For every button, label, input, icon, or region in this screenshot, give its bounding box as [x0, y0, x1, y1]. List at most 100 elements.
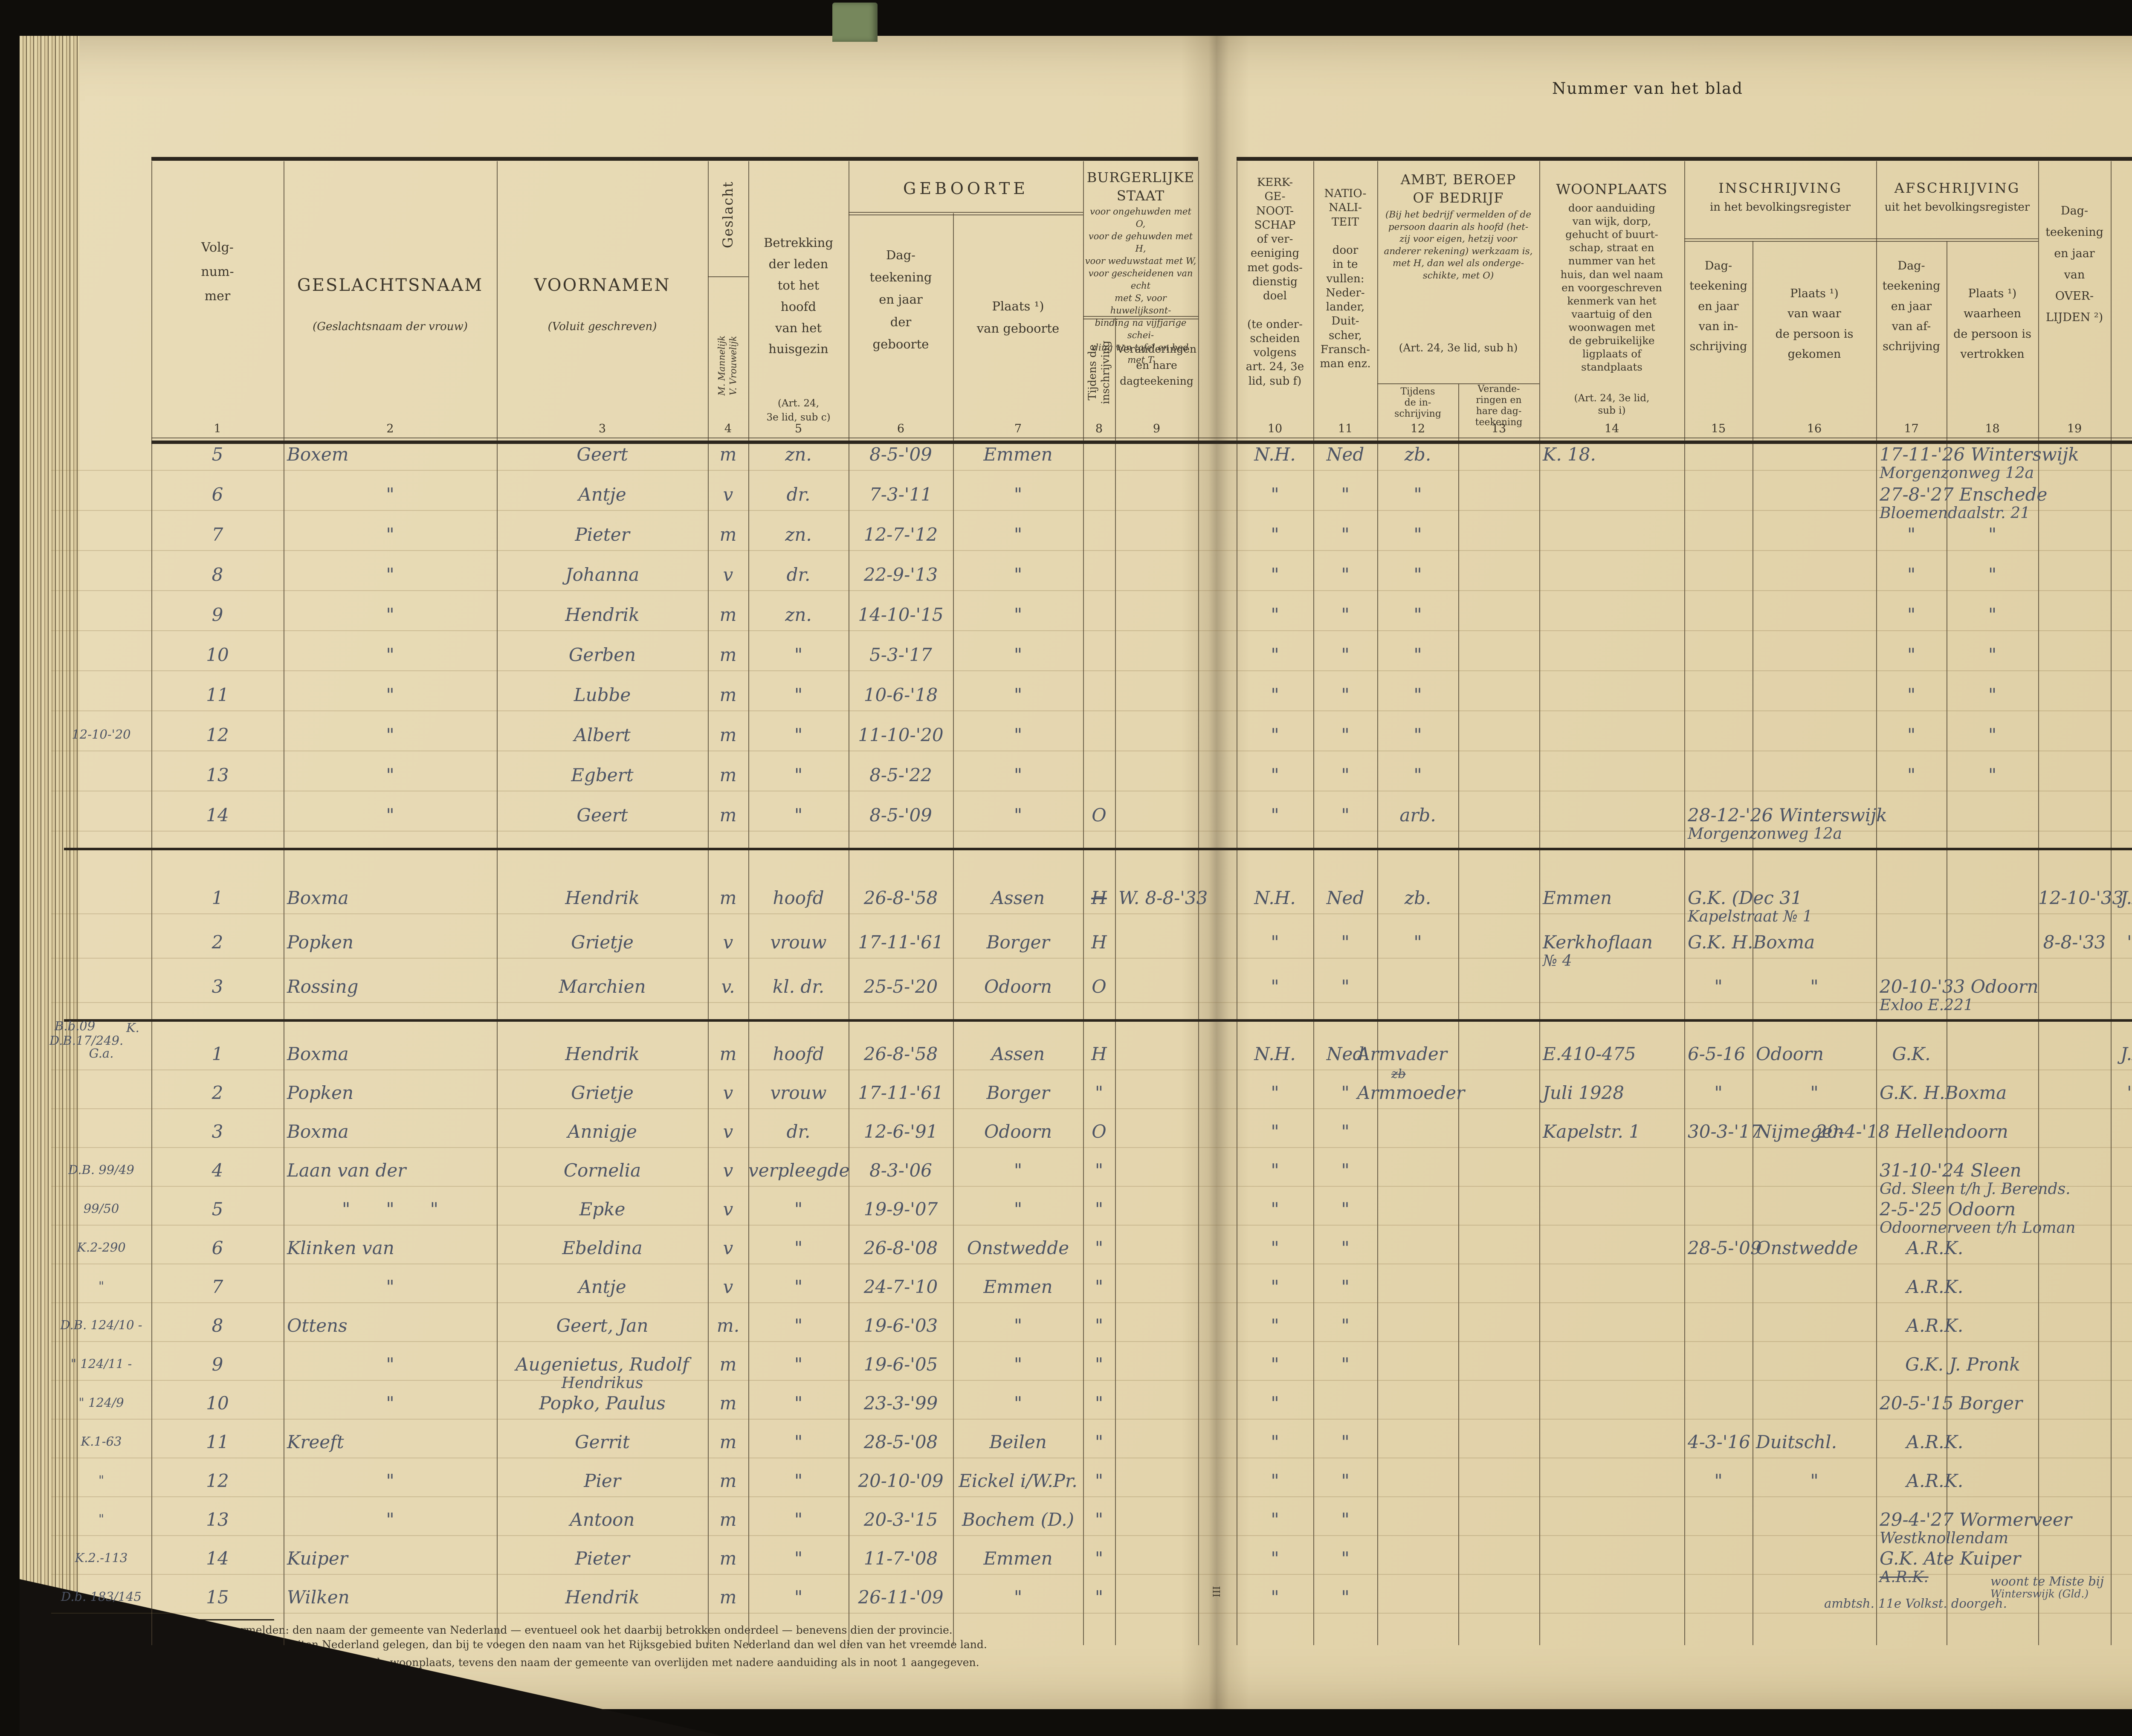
entry-text: "	[1810, 976, 1819, 997]
column-number: 13	[1491, 422, 1506, 435]
header-bottom-border	[151, 441, 2132, 444]
handwritten-cell: 31-10-'24 Sleen Gd. Sleen t/h J. Berends.	[1880, 1160, 2071, 1197]
row-guide-line	[51, 1147, 2132, 1148]
handwritten-cell: "	[284, 1471, 497, 1491]
entry-text: "	[98, 1473, 104, 1487]
handwritten-cell: "	[1876, 725, 1947, 745]
entry-text: 14-10-'15	[858, 604, 944, 625]
entry-text: A.R.K.	[1906, 1238, 1964, 1258]
handwritten-cell: 20-4-'18 Hellendoorn	[1816, 1122, 2008, 1142]
column-rule	[2038, 161, 2039, 1645]
column-rule	[1539, 161, 1540, 1645]
entry-text: "	[1271, 976, 1279, 997]
entry-text: "	[794, 1470, 803, 1491]
entry-text: 11	[206, 684, 229, 705]
handwritten-cell: m	[708, 1587, 748, 1607]
handwritten-cell: 11-7-'08	[849, 1548, 953, 1568]
entry-text: Ned	[1326, 887, 1364, 908]
handwritten-cell: Pieter	[497, 525, 708, 545]
col17-header: Dag- teekening en jaar van af- schrijvin…	[1882, 259, 1941, 353]
entry-text-line2: Odoornerveen t/h Loman	[1880, 1218, 2076, 1237]
handwritten-cell: "	[1313, 1471, 1377, 1491]
handwritten-cell: "	[2111, 1160, 2132, 1180]
entry-text: G.K.	[1892, 1043, 1931, 1064]
column-rule	[1198, 161, 1199, 1645]
entry-text: Hendrik	[565, 1043, 640, 1064]
entry-text: 17-11-'61	[858, 1082, 944, 1103]
handwritten-cell: "	[1876, 685, 1947, 705]
handwritten-cell: Eickel i/W.Pr.	[953, 1471, 1083, 1491]
entry-text: Duitschl.	[1756, 1432, 1837, 1452]
entry-text: Grietje	[571, 932, 634, 953]
entry-text: "	[386, 765, 394, 785]
row-guide-line	[51, 630, 2132, 631]
handwritten-cell: "	[953, 1199, 1083, 1219]
handwritten-cell: Wilken	[287, 1587, 350, 1607]
row-guide-line	[51, 1302, 2132, 1303]
handwritten-cell: J.N.U. Acc	[2120, 1044, 2132, 1064]
handwritten-cell: 1	[151, 888, 284, 908]
row-guide-line	[51, 1419, 2132, 1420]
header-rule	[1876, 238, 2038, 239]
handwritten-cell: 28-5-'08	[849, 1432, 953, 1452]
handwritten-cell: "	[1237, 1548, 1313, 1568]
handwritten-cell: 9	[151, 605, 284, 625]
entry-text: "	[794, 1548, 803, 1569]
entry-text: Nijmegen	[1756, 1121, 1844, 1142]
handwritten-cell: 14-10-'15	[849, 605, 953, 625]
entry-text: 10-6-'18	[863, 684, 938, 705]
handwritten-cell: Pier	[497, 1471, 708, 1491]
col2-subheader: (Geslachtsnaam der vrouw)	[313, 320, 468, 333]
entry-text: 12-10-'20	[72, 727, 131, 742]
row-guide-line	[51, 1574, 2132, 1575]
handwritten-cell: m.	[708, 1316, 748, 1336]
book-page-edges	[20, 36, 79, 1709]
entry-text: "	[1988, 725, 1997, 745]
handwritten-cell: "	[284, 1393, 497, 1413]
handwritten-cell: arb.	[1377, 805, 1458, 825]
entry-text: m	[719, 684, 737, 705]
entry-text: "	[386, 684, 394, 705]
handwritten-cell: "	[1947, 685, 2038, 705]
handwritten-cell: "	[748, 1277, 849, 1297]
entry-text: m	[719, 887, 737, 908]
handwritten-cell: Hendrik	[497, 1587, 708, 1607]
entry-text: 7-3-'11	[869, 484, 932, 505]
col12-header: Tijdens de in- schrijving	[1394, 386, 1441, 419]
entry-text: m	[719, 1587, 737, 1608]
col8-header-rotated: Tijdens de inschrijving	[1086, 340, 1112, 404]
handwritten-cell: "	[1237, 565, 1313, 585]
handwritten-cell: "	[284, 1510, 497, 1530]
handwritten-cell: Boxma	[287, 1122, 349, 1142]
handwritten-cell: G.K. J. Pronk	[1905, 1354, 2020, 1374]
handwritten-cell: " "	[2127, 1083, 2132, 1103]
entry-text: Grietje	[571, 1082, 634, 1103]
column-number: 16	[1807, 422, 1822, 435]
handwritten-cell: "	[1947, 565, 2038, 585]
handwritten-cell: "	[1237, 1587, 1313, 1607]
handwritten-cell: 27-8-'27 Enschede Bloemendaalstr. 21	[1880, 484, 2047, 522]
entry-text: 6	[211, 484, 223, 505]
entry-text: Laan van der	[287, 1160, 406, 1181]
entry-text: 12-10-'33	[2038, 887, 2124, 908]
handwritten-cell: "	[748, 1587, 849, 1607]
entry-text: "	[1271, 805, 1279, 826]
entry-text: G.K. H.Boxma	[1880, 1082, 2007, 1103]
entry-text: "	[794, 1199, 803, 1220]
handwritten-cell: Nijmegen	[1756, 1122, 1844, 1142]
handwritten-cell: "	[1313, 1238, 1377, 1258]
column-number: 9	[1153, 422, 1161, 435]
entry-text: "	[1095, 1470, 1104, 1491]
handwritten-cell: Marchien	[497, 977, 708, 997]
handwritten-cell: "	[953, 645, 1083, 665]
entry-text: "	[386, 564, 394, 585]
entry-text: "	[794, 684, 803, 705]
col15-header: Dag- teekening en jaar van in- schrijvin…	[1689, 259, 1747, 353]
handwritten-cell: A.R.K.	[1900, 1277, 1970, 1297]
header-rule	[1684, 241, 1876, 242]
handwritten-cell: Ottens	[287, 1316, 348, 1336]
entry-text: "	[1095, 1548, 1104, 1569]
handwritten-cell: 14	[151, 805, 284, 825]
entry-text: "	[1414, 765, 1422, 785]
handwritten-cell: Ebeldina	[497, 1238, 708, 1258]
